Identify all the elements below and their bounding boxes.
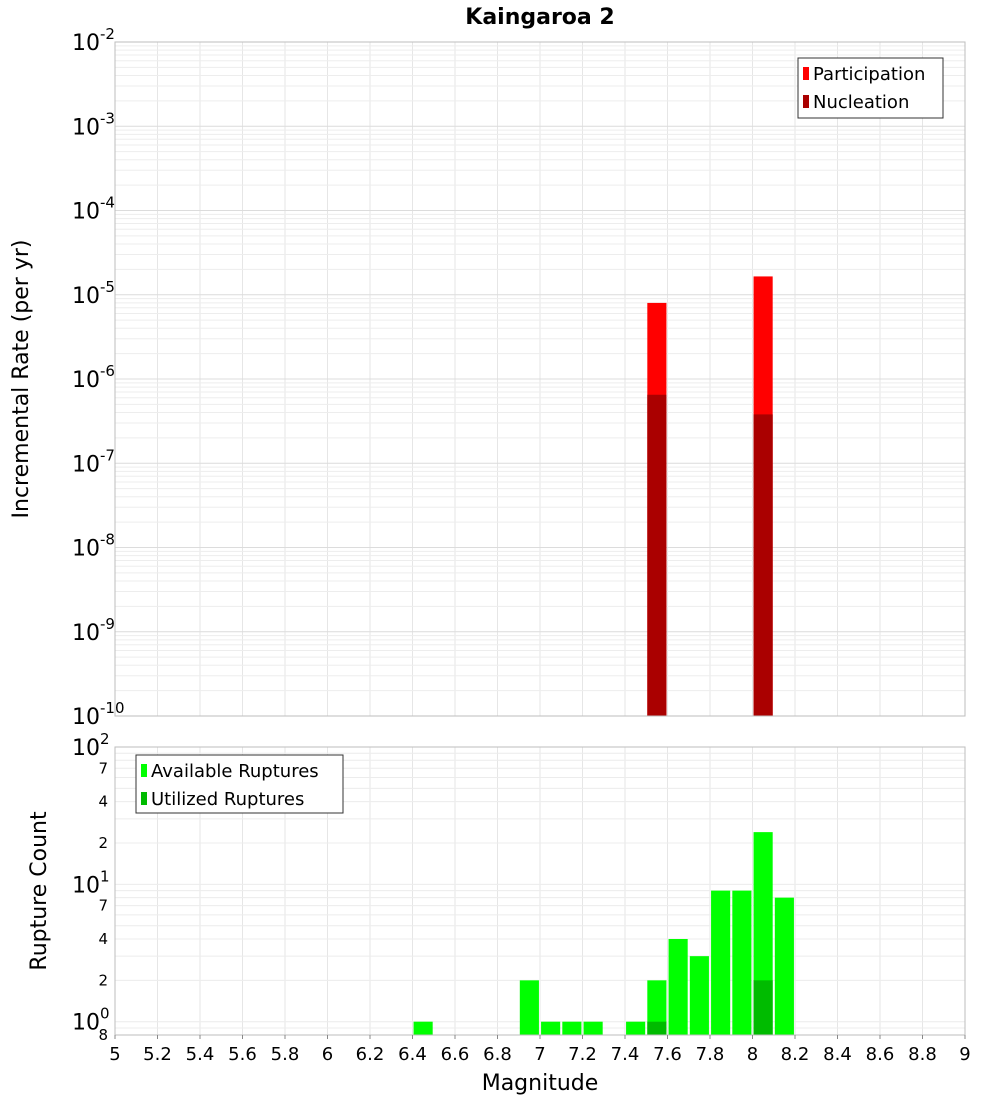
legend-box xyxy=(135,754,344,814)
y-minor-tick-label: 7 xyxy=(98,759,108,777)
x-tick-label: 6.4 xyxy=(398,1044,427,1065)
legend-swatch-participation xyxy=(803,67,809,80)
legend-swatch-nucleation xyxy=(803,95,809,108)
bar-available-ruptures xyxy=(626,1021,646,1035)
x-tick-label: 5.6 xyxy=(228,1044,257,1065)
y-tick-label: 101 xyxy=(72,867,110,898)
x-tick-label: 5.8 xyxy=(271,1044,300,1065)
x-tick-label: 7.8 xyxy=(696,1044,725,1065)
x-tick-label: 6 xyxy=(322,1044,333,1065)
y-tick-label: 10-7 xyxy=(72,446,115,477)
y-tick-label: 10-5 xyxy=(72,278,115,309)
bar-nucleation xyxy=(647,394,667,716)
bar-available-ruptures xyxy=(689,956,709,1035)
legend-box xyxy=(797,57,944,119)
y-tick-label: 10-3 xyxy=(72,109,115,140)
y-tick-label: 10-2 xyxy=(72,25,115,56)
bar-nucleation xyxy=(753,414,773,716)
top-panel-bars xyxy=(647,276,773,716)
y-minor-tick-label: 2 xyxy=(98,971,108,989)
x-tick-label: 6.2 xyxy=(356,1044,385,1065)
x-tick-label: 6.6 xyxy=(441,1044,470,1065)
x-tick-label: 8.6 xyxy=(866,1044,895,1065)
bar-available-ruptures xyxy=(732,890,752,1035)
bar-available-ruptures xyxy=(519,980,539,1035)
legend-label-available-ruptures: Available Ruptures xyxy=(151,761,319,782)
x-tick-label: 8.4 xyxy=(823,1044,852,1065)
legend-label-participation: Participation xyxy=(813,64,925,85)
bar-available-ruptures xyxy=(583,1021,603,1035)
y-minor-tick-label: 4 xyxy=(98,793,108,811)
x-tick-label: 7.4 xyxy=(611,1044,640,1065)
y-tick-label: 10-8 xyxy=(72,531,115,562)
x-axis-ticks: 5 5.2 5.4 5.6 5.8 6 6.2 6.4 6.6 6.8 7 7.2 7.4 7.6 7.8 8… xyxy=(109,1035,971,1065)
bar-available-ruptures xyxy=(774,897,794,1035)
legend-label-nucleation: Nucleation xyxy=(813,92,909,113)
y-minor-tick-label: 8 xyxy=(98,1026,108,1044)
y-minor-tick-label: 4 xyxy=(98,930,108,948)
bottom-panel-legend: Available Ruptures Utilized Ruptures xyxy=(135,754,344,814)
y-tick-label: 102 xyxy=(72,730,110,761)
bar-available-ruptures xyxy=(647,980,667,1035)
x-tick-label: 8.8 xyxy=(908,1044,937,1065)
x-tick-label: 9 xyxy=(959,1044,970,1065)
bottom-y-axis-title: Rupture Count xyxy=(27,811,52,971)
top-y-axis-title: Incremental Rate (per yr) xyxy=(9,240,34,519)
bar-available-ruptures xyxy=(541,1021,561,1035)
y-minor-tick-label: 2 xyxy=(98,834,108,852)
bar-utilized-ruptures xyxy=(647,1021,667,1035)
y-tick-label: 10-10 xyxy=(72,699,125,730)
top-plot-frame xyxy=(114,41,966,717)
chart-title: Kaingaroa 2 xyxy=(465,5,614,30)
top-panel-grid xyxy=(114,42,966,717)
x-tick-label: 5 xyxy=(109,1044,120,1065)
x-tick-label: 7 xyxy=(534,1044,545,1065)
x-axis-title: Magnitude xyxy=(482,1071,599,1096)
x-tick-label: 8.2 xyxy=(781,1044,810,1065)
y-minor-tick-label: 7 xyxy=(98,897,108,915)
legend-swatch-utilized-ruptures xyxy=(141,792,147,805)
bar-available-ruptures xyxy=(711,890,731,1035)
legend-label-utilized-ruptures: Utilized Ruptures xyxy=(151,789,304,810)
y-tick-label: 10-6 xyxy=(72,362,115,393)
x-tick-label: 7.2 xyxy=(568,1044,597,1065)
bar-available-ruptures xyxy=(562,1021,582,1035)
top-y-axis-ticks: 10-2 10-3 10-4 10-5 10-6 10-7 10-8 10-9 10-10 xyxy=(72,25,125,730)
bar-available-ruptures xyxy=(668,939,688,1035)
top-panel-legend: Participation Nucleation xyxy=(797,57,944,119)
x-tick-label: 5.2 xyxy=(143,1044,172,1065)
x-tick-label: 5.4 xyxy=(186,1044,215,1065)
bar-utilized-ruptures xyxy=(753,980,773,1035)
x-tick-label: 8 xyxy=(747,1044,758,1065)
bar-available-ruptures xyxy=(413,1021,433,1035)
y-tick-label: 10-4 xyxy=(72,194,115,225)
x-tick-label: 6.8 xyxy=(483,1044,512,1065)
bottom-panel-bars xyxy=(413,832,794,1035)
bottom-y-axis-ticks: 102 101 100 7 4 2 7 4 2 8 xyxy=(72,730,110,1044)
x-tick-label: 7.6 xyxy=(653,1044,682,1065)
y-tick-label: 100 xyxy=(72,1005,110,1036)
legend-swatch-available-ruptures xyxy=(141,764,147,777)
bottom-panel-grid xyxy=(114,746,966,1036)
y-tick-label: 10-9 xyxy=(72,615,115,646)
